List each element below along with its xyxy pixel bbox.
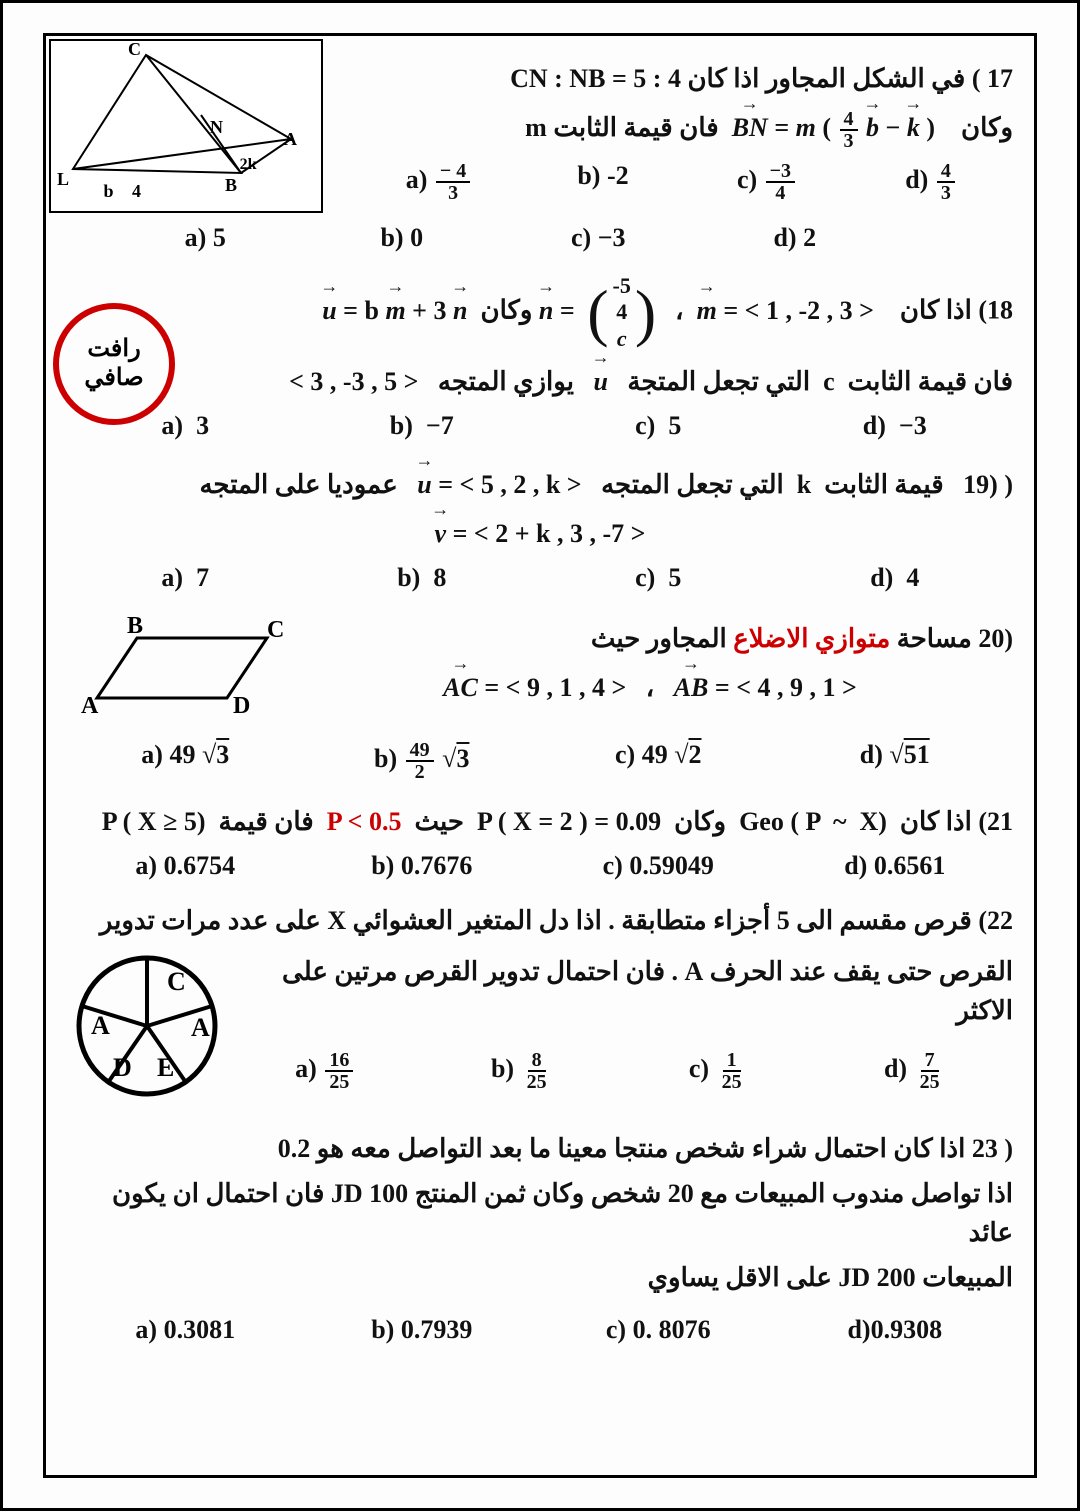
q23-line1: ( 23 اذا كان احتمال شراء شخص منتجا معينا… xyxy=(67,1129,1013,1168)
svg-text:A: A xyxy=(81,693,99,719)
svg-text:N: N xyxy=(210,117,223,137)
svg-text:A: A xyxy=(91,1011,110,1040)
loose-options: a) 5 b) 0 c) −3 d) 2 xyxy=(107,223,893,253)
exam-page: C L B A N 3k⃗ 2k⃗ 4 b⃗ رافت صافي 17 ) في… xyxy=(0,0,1080,1511)
q17-opt-d[interactable]: d) 43 xyxy=(871,161,991,203)
q22-block: القرص حتى يقف عند الحرف A . فان احتمال ت… xyxy=(67,946,1013,1113)
q22-options: a) 1625 b) 825 c) 125 d) 725 xyxy=(227,1050,1013,1092)
page-content: C L B A N 3k⃗ 2k⃗ 4 b⃗ رافت صافي 17 ) في… xyxy=(43,33,1037,1478)
q18-opt-c[interactable]: c) 5 xyxy=(598,411,718,441)
q17-triangle-svg: C L B A N 3k⃗ 2k⃗ 4 b⃗ xyxy=(51,41,321,211)
q20-opt-b[interactable]: b) 492 √3 xyxy=(362,740,482,782)
q21-red: P < 0.5 xyxy=(327,807,402,836)
q20-figure: B C A D xyxy=(67,613,287,730)
svg-text:3k⃗: 3k⃗ xyxy=(51,93,55,113)
loose-b[interactable]: b) 0 xyxy=(342,223,462,253)
q20-opt-d[interactable]: d) √51 xyxy=(835,740,955,782)
q18-and: وكان xyxy=(480,296,532,325)
q17-l2-post: فان قيمة الثابت m xyxy=(525,113,719,142)
svg-text:C: C xyxy=(267,617,284,643)
q23-opt-b[interactable]: b) 0.7939 xyxy=(362,1315,482,1345)
q18-line2: فان قيمة الثابت c التي تجعل المتجة u يوا… xyxy=(207,358,1013,401)
q19-opt-a[interactable]: a) 7 xyxy=(125,563,245,593)
q22-opt-c[interactable]: c) 125 xyxy=(658,1050,778,1092)
q20-opt-c[interactable]: c) 49 √2 xyxy=(598,740,718,782)
stamp-line1: رافت xyxy=(84,335,143,364)
q17-opt-b[interactable]: b) -2 xyxy=(543,161,663,203)
stamp-line2: صافي xyxy=(84,364,143,393)
q23-line3: المبيعات JD 200 على الاقل يساوي xyxy=(67,1258,1013,1297)
q17-l2-pre: وكان xyxy=(961,113,1013,142)
q19-line1: ( (19 قيمة الثابت k التي تجعل المتجه u =… xyxy=(67,461,1013,504)
q20-opt-a[interactable]: a) 49 √3 xyxy=(125,740,245,782)
q23-options: a) 0.3081 b) 0.7939 c) 0. 8076 d)0.9308 xyxy=(67,1315,1013,1345)
q21-opt-d[interactable]: d) 0.6561 xyxy=(835,851,955,881)
q21-options: a) 0.6754 b) 0.7676 c) 0.59049 d) 0.6561 xyxy=(67,851,1013,881)
q23-opt-d[interactable]: d)0.9308 xyxy=(835,1315,955,1345)
svg-text:C: C xyxy=(167,967,186,996)
q17-figure: C L B A N 3k⃗ 2k⃗ 4 b⃗ xyxy=(49,39,323,213)
q18-lead: 18) اذا كان xyxy=(900,296,1013,325)
q23-line2: اذا تواصل مندوب المبيعات مع 20 شخص وكان … xyxy=(67,1174,1013,1252)
q22-opt-d[interactable]: d) 725 xyxy=(855,1050,975,1092)
q17-options: a) − 43 b) -2 c) −34 d) 43 xyxy=(357,161,1013,203)
q18-line1: 18) اذا كان n = ( -5 4 c ) ، m = < 1 , -… xyxy=(207,273,1013,352)
q22-spinner: C A E D A xyxy=(67,946,227,1113)
q21-opt-b[interactable]: b) 0.7676 xyxy=(362,851,482,881)
q17-math: BN = m ( 43 b − k ) xyxy=(732,113,942,142)
q20-title: (20 مساحة متوازي الاضلاع المجاور حيث xyxy=(287,619,1013,658)
svg-text:E: E xyxy=(157,1053,174,1082)
q18-opt-d[interactable]: d) −3 xyxy=(835,411,955,441)
q20-options: a) 49 √3 b) 492 √3 c) 49 √2 d) √51 xyxy=(67,740,1013,782)
q21-opt-c[interactable]: c) 0.59049 xyxy=(598,851,718,881)
svg-text:A: A xyxy=(191,1013,210,1042)
q21-opt-a[interactable]: a) 0.6754 xyxy=(125,851,245,881)
q22-opt-a[interactable]: a) 1625 xyxy=(265,1050,385,1092)
q22-line1: 22) قرص مقسم الى 5 أجزاء متطابقة . اذا د… xyxy=(67,901,1013,940)
q19-opt-b[interactable]: b) 8 xyxy=(362,563,482,593)
q19-options: a) 7 b) 8 c) 5 d) 4 xyxy=(67,563,1013,593)
q17-opt-c[interactable]: c) −34 xyxy=(707,161,827,203)
svg-text:L: L xyxy=(57,169,69,189)
svg-text:4 b⃗: 4 b⃗ xyxy=(103,181,141,201)
loose-d[interactable]: d) 2 xyxy=(735,223,855,253)
q23-opt-c[interactable]: c) 0. 8076 xyxy=(598,1315,718,1345)
q22-line2: القرص حتى يقف عند الحرف A . فان احتمال ت… xyxy=(227,952,1013,1030)
q19-line2: v = < 2 + k , 3 , -7 > xyxy=(67,510,1013,553)
q18-math1: n = ( -5 4 c ) ، m = < 1 , -2 , 3 > xyxy=(539,296,881,325)
q20-vecs: AC = < 9 , 1 , 4 > ، AB = < 4 , 9 , 1 > xyxy=(287,664,1013,707)
svg-text:D: D xyxy=(233,693,250,719)
q19-opt-d[interactable]: d) 4 xyxy=(835,563,955,593)
q23-opt-a[interactable]: a) 0.3081 xyxy=(125,1315,245,1345)
svg-text:B: B xyxy=(127,613,143,639)
q17-opt-a[interactable]: a) − 43 xyxy=(379,161,499,203)
q20-block: (20 مساحة متوازي الاضلاع المجاور حيث AC … xyxy=(67,613,1013,730)
q19-opt-c[interactable]: c) 5 xyxy=(598,563,718,593)
q20-red: متوازي الاضلاع xyxy=(733,624,890,653)
loose-a[interactable]: a) 5 xyxy=(145,223,265,253)
svg-text:A: A xyxy=(284,129,297,149)
loose-c[interactable]: c) −3 xyxy=(538,223,658,253)
q18-opt-b[interactable]: b) −7 xyxy=(362,411,482,441)
q18-ueq: u = b m + 3 n xyxy=(322,296,467,325)
q17-line2: وكان BN = m ( 43 b − k ) فان قيمة الثابت… xyxy=(357,104,1013,151)
teacher-stamp: رافت صافي xyxy=(53,303,175,425)
q21-line: 21) اذا كان (Geo ( P ~ X وكان 0.09 = ( P… xyxy=(67,802,1013,841)
svg-text:D: D xyxy=(113,1053,132,1082)
svg-text:C: C xyxy=(128,41,141,59)
svg-text:B: B xyxy=(225,175,237,195)
svg-text:2k⃗: 2k⃗ xyxy=(240,156,269,173)
q22-opt-b[interactable]: b) 825 xyxy=(462,1050,582,1092)
q18-options: a) 3 b) −7 c) 5 d) −3 xyxy=(67,411,1013,441)
